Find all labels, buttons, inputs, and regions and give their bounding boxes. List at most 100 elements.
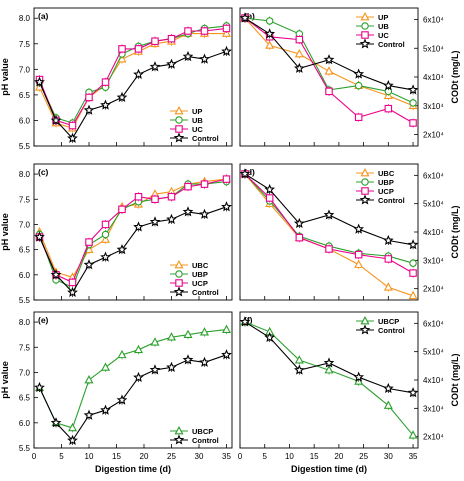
data-point (100, 251, 111, 262)
y-tick-label: 8.0 (19, 318, 31, 327)
data-point (409, 99, 417, 107)
data-point (264, 28, 276, 39)
panel-d: 2x10⁴ 3x10⁴ 4x10⁴ 5x10⁴ 6x10⁴ (d) CODt (mg/L) U… (239, 163, 460, 301)
y-axis-label: CODt (mg/L) (450, 51, 460, 104)
legend-label: UC (378, 31, 389, 40)
legend-label: UB (192, 116, 203, 125)
legend-label: UCP (378, 187, 394, 196)
plot-frame (239, 7, 419, 147)
data-point (264, 331, 276, 343)
data-point (199, 356, 210, 367)
data-point (34, 76, 45, 87)
y-tick-label: 6x10⁴ (423, 16, 444, 25)
legend-label: UC (192, 125, 203, 134)
series-control (239, 168, 419, 250)
x-tick-label: 10 (285, 452, 294, 461)
series-control (34, 349, 232, 445)
x-tick-label: 25 (359, 452, 368, 461)
plot-frame (33, 7, 233, 147)
legend-marker (359, 324, 371, 335)
data-point (67, 286, 78, 297)
data-point (382, 234, 394, 246)
data-point (117, 349, 127, 359)
y-tick-label: 3x10⁴ (423, 404, 444, 413)
data-point (382, 382, 394, 394)
y-tick-label: 5.5 (19, 296, 31, 305)
data-point (182, 354, 194, 365)
legend-label: UBCP (192, 427, 213, 436)
data-point (150, 337, 160, 346)
series-ubcp (34, 324, 232, 433)
data-point (354, 250, 363, 259)
panel-label: (d) (244, 167, 255, 177)
data-point (199, 208, 210, 219)
series-control (34, 45, 232, 143)
panel-a: 5.5 6.0 6.5 7.0 7.5 8.0 (a) pH value UPUBUCContr… (0, 7, 233, 151)
data-point (116, 91, 128, 102)
data-point (293, 364, 305, 375)
data-point (384, 104, 393, 113)
y-tick-label: 3x10⁴ (423, 102, 444, 111)
data-point (182, 50, 194, 62)
x-tick-label: 30 (195, 452, 204, 461)
panel-f: 2x10⁴ 3x10⁴ 4x10⁴ 5x10⁴ 6x10⁴ 0 5 10 15 20 25 30 35 (… (238, 311, 460, 474)
x-tick-label: 5 (59, 452, 64, 461)
legend-label: Control (378, 326, 405, 335)
data-point (323, 209, 335, 220)
y-tick-label: 6.0 (19, 271, 31, 280)
data-point (264, 183, 276, 195)
legend-marker (360, 168, 370, 177)
series-ubcp (240, 316, 418, 440)
y-axis-label: CODt (mg/L) (450, 354, 460, 407)
data-point (323, 54, 335, 65)
data-point (383, 400, 393, 409)
y-tick-label: 2x10⁴ (423, 433, 444, 442)
legend-marker (173, 434, 185, 445)
data-point (84, 375, 94, 384)
data-point (100, 362, 111, 371)
y-tick-label: 6.5 (19, 246, 31, 255)
data-point (353, 223, 365, 234)
data-point (407, 387, 419, 398)
legend-marker (175, 279, 183, 287)
data-point (265, 40, 275, 49)
y-tick-label: 7.5 (19, 343, 31, 352)
data-point (68, 278, 77, 287)
data-point (67, 422, 78, 432)
x-tick-label: 10 (85, 452, 94, 461)
data-point (199, 327, 210, 336)
y-tick-label: 7.0 (19, 368, 31, 377)
y-tick-label: 4x10⁴ (423, 73, 444, 82)
y-axis-label: pH value (0, 361, 10, 399)
legend-label: Control (378, 40, 405, 49)
data-point (85, 238, 93, 246)
data-point (295, 233, 304, 242)
legend-marker (360, 316, 370, 325)
y-tick-label: 8.0 (19, 170, 31, 179)
data-point (83, 259, 95, 270)
data-point (166, 213, 177, 224)
legend-label: Control (192, 134, 219, 143)
y-tick-label: 7.5 (19, 40, 31, 49)
x-tick-label: 15 (310, 452, 319, 461)
legend-marker (173, 286, 185, 297)
data-point (50, 417, 62, 428)
data-point (118, 205, 126, 214)
data-point (151, 195, 159, 204)
x-tick-label: 0 (32, 452, 37, 461)
plot-frame (33, 311, 233, 449)
y-tick-label: 5.5 (19, 142, 31, 151)
y-tick-label: 5x10⁴ (423, 200, 444, 209)
x-tick-label: 20 (334, 452, 343, 461)
data-point (221, 201, 232, 212)
legend-marker (175, 125, 183, 133)
legend-marker (361, 187, 369, 195)
data-point (353, 68, 365, 79)
y-axis-label: pH value (0, 58, 10, 96)
data-point (34, 381, 45, 393)
data-point (408, 430, 418, 439)
data-point (221, 349, 232, 360)
data-point (222, 24, 231, 33)
